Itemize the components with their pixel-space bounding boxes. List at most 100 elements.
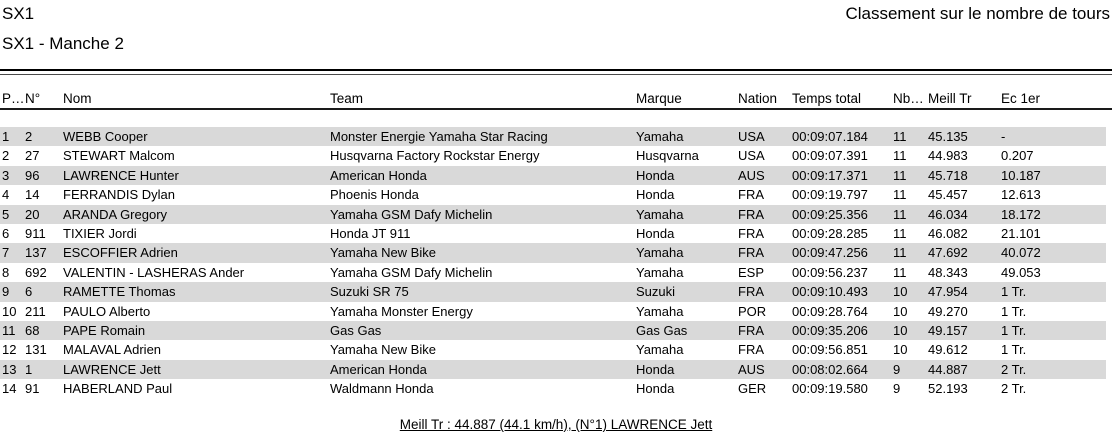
cell-laps: 10 — [893, 303, 908, 319]
cell-number: 137 — [25, 245, 47, 261]
col-header-laps: Nb… — [893, 91, 924, 106]
cell-number: 911 — [25, 225, 46, 241]
col-header-total-time: Temps total — [792, 91, 862, 106]
cell-total-time: 00:09:19.797 — [792, 187, 868, 203]
cell-position: 12 — [2, 342, 17, 358]
cell-total-time: 00:09:19.580 — [792, 381, 868, 397]
cell-total-time: 00:09:25.356 — [792, 206, 868, 222]
session-title: SX1 - Manche 2 — [2, 34, 124, 53]
cell-team: Waldmann Honda — [330, 381, 434, 397]
cell-gap: 40.072 — [1001, 245, 1041, 261]
cell-brand: Yamaha — [636, 264, 684, 280]
cell-position: 8 — [2, 264, 10, 280]
col-header-number: N° — [25, 91, 41, 106]
table-row: 3 96 LAWRENCE Hunter American Honda Hond… — [0, 165, 1106, 186]
cell-position: 3 — [2, 167, 10, 183]
cell-nation: FRA — [738, 284, 764, 300]
table-row: 9 6 RAMETTE Thomas Suzuki SR 75 Suzuki F… — [0, 282, 1106, 302]
cell-team: Yamaha New Bike — [330, 342, 436, 358]
cell-laps: 11 — [893, 206, 907, 222]
table-row: 4 14 FERRANDIS Dylan Phoenis Honda Honda… — [0, 185, 1106, 204]
cell-name: LAWRENCE Hunter — [63, 167, 179, 183]
cell-team: Gas Gas — [330, 322, 382, 338]
cell-name: ESCOFFIER Adrien — [63, 245, 178, 261]
cell-total-time: 00:09:56.851 — [792, 342, 868, 358]
cell-nation: USA — [738, 129, 765, 144]
cell-number: 91 — [25, 381, 40, 397]
cell-brand: Honda — [636, 167, 675, 183]
cell-number: 692 — [25, 264, 47, 280]
cell-brand: Honda — [636, 225, 675, 241]
cell-gap: 1 Tr. — [1001, 342, 1027, 358]
cell-best-lap: 46.082 — [928, 225, 968, 241]
cell-number: 131 — [25, 342, 47, 358]
col-header-brand: Marque — [636, 91, 682, 106]
cell-laps: 11 — [893, 187, 907, 203]
cell-total-time: 00:09:10.493 — [792, 284, 868, 300]
col-header-gap: Ec 1er — [1001, 91, 1041, 106]
cell-team: Husqvarna Factory Rockstar Energy — [330, 148, 540, 164]
cell-position: 7 — [2, 245, 10, 261]
cell-total-time: 00:09:28.764 — [792, 303, 868, 319]
cell-name: LAWRENCE Jett — [63, 361, 161, 377]
table-row: 8 692 VALENTIN - LASHERAS Ander Yamaha G… — [0, 263, 1106, 282]
cell-position: 9 — [2, 284, 10, 300]
cell-nation: FRA — [738, 187, 764, 203]
results-table-body: 1 2 WEBB Cooper Monster Energie Yamaha S… — [0, 127, 1106, 398]
cell-gap: 1 Tr. — [1001, 284, 1027, 300]
header-divider — [0, 69, 1112, 75]
cell-team: Monster Energie Yamaha Star Racing — [330, 129, 548, 144]
cell-team: American Honda — [330, 361, 427, 377]
cell-laps: 11 — [893, 129, 907, 144]
cell-number: 14 — [25, 187, 40, 203]
cell-gap: 1 Tr. — [1001, 322, 1027, 338]
cell-name: STEWART Malcom — [63, 148, 175, 164]
cell-team: Phoenis Honda — [330, 187, 419, 203]
cell-team: Yamaha GSM Dafy Michelin — [330, 206, 493, 222]
cell-name: HABERLAND Paul — [63, 381, 173, 397]
cell-position: 6 — [2, 225, 10, 241]
cell-number: 20 — [25, 206, 40, 222]
cell-brand: Yamaha — [636, 342, 684, 358]
cell-total-time: 00:09:17.371 — [792, 167, 868, 183]
cell-brand: Yamaha — [636, 206, 684, 222]
table-row: 10 211 PAULO Alberto Yamaha Monster Ener… — [0, 302, 1106, 321]
table-row: 7 137 ESCOFFIER Adrien Yamaha New Bike Y… — [0, 243, 1106, 263]
table-row: 1 2 WEBB Cooper Monster Energie Yamaha S… — [0, 127, 1106, 147]
cell-gap: - — [1001, 129, 1006, 144]
table-row: 13 1 LAWRENCE Jett American Honda Honda … — [0, 359, 1106, 380]
cell-brand: Honda — [636, 187, 675, 203]
cell-team: Yamaha Monster Energy — [330, 303, 473, 319]
cell-best-lap: 45.135 — [928, 129, 968, 144]
cell-team: Suzuki SR 75 — [330, 284, 409, 300]
table-row: 14 91 HABERLAND Paul Waldmann Honda Hond… — [0, 379, 1106, 398]
cell-name: PAULO Alberto — [63, 303, 151, 319]
page-title: SX1 — [2, 4, 35, 23]
col-header-position: P… — [2, 91, 25, 106]
cell-number: 2 — [25, 129, 33, 144]
cell-number: 68 — [25, 322, 40, 338]
cell-brand: Yamaha — [636, 245, 684, 261]
cell-gap: 1 Tr. — [1001, 303, 1027, 319]
cell-total-time: 00:09:28.285 — [792, 225, 868, 241]
col-header-best-lap: Meill Tr — [928, 91, 972, 106]
cell-nation: FRA — [738, 206, 764, 222]
best-lap-summary: Meill Tr : 44.887 (44.1 km/h), (N°1) LAW… — [399, 417, 713, 432]
cell-gap: 2 Tr. — [1001, 381, 1027, 397]
cell-laps: 10 — [893, 322, 908, 338]
cell-nation: FRA — [738, 342, 764, 358]
cell-gap: 49.053 — [1001, 264, 1041, 280]
cell-best-lap: 49.612 — [928, 342, 968, 358]
cell-gap: 2 Tr. — [1001, 361, 1027, 377]
cell-brand: Husqvarna — [636, 148, 699, 164]
cell-name: FERRANDIS Dylan — [63, 187, 175, 203]
classification-type-title: Classement sur le nombre de tours — [845, 4, 1110, 23]
cell-gap: 12.613 — [1001, 187, 1041, 203]
cell-best-lap: 47.692 — [928, 245, 968, 261]
cell-position: 1 — [2, 129, 10, 144]
cell-name: ARANDA Gregory — [63, 206, 168, 222]
cell-brand: Yamaha — [636, 129, 684, 144]
cell-best-lap: 44.983 — [928, 148, 968, 164]
cell-best-lap: 52.193 — [928, 381, 968, 397]
cell-best-lap: 44.887 — [928, 361, 968, 377]
